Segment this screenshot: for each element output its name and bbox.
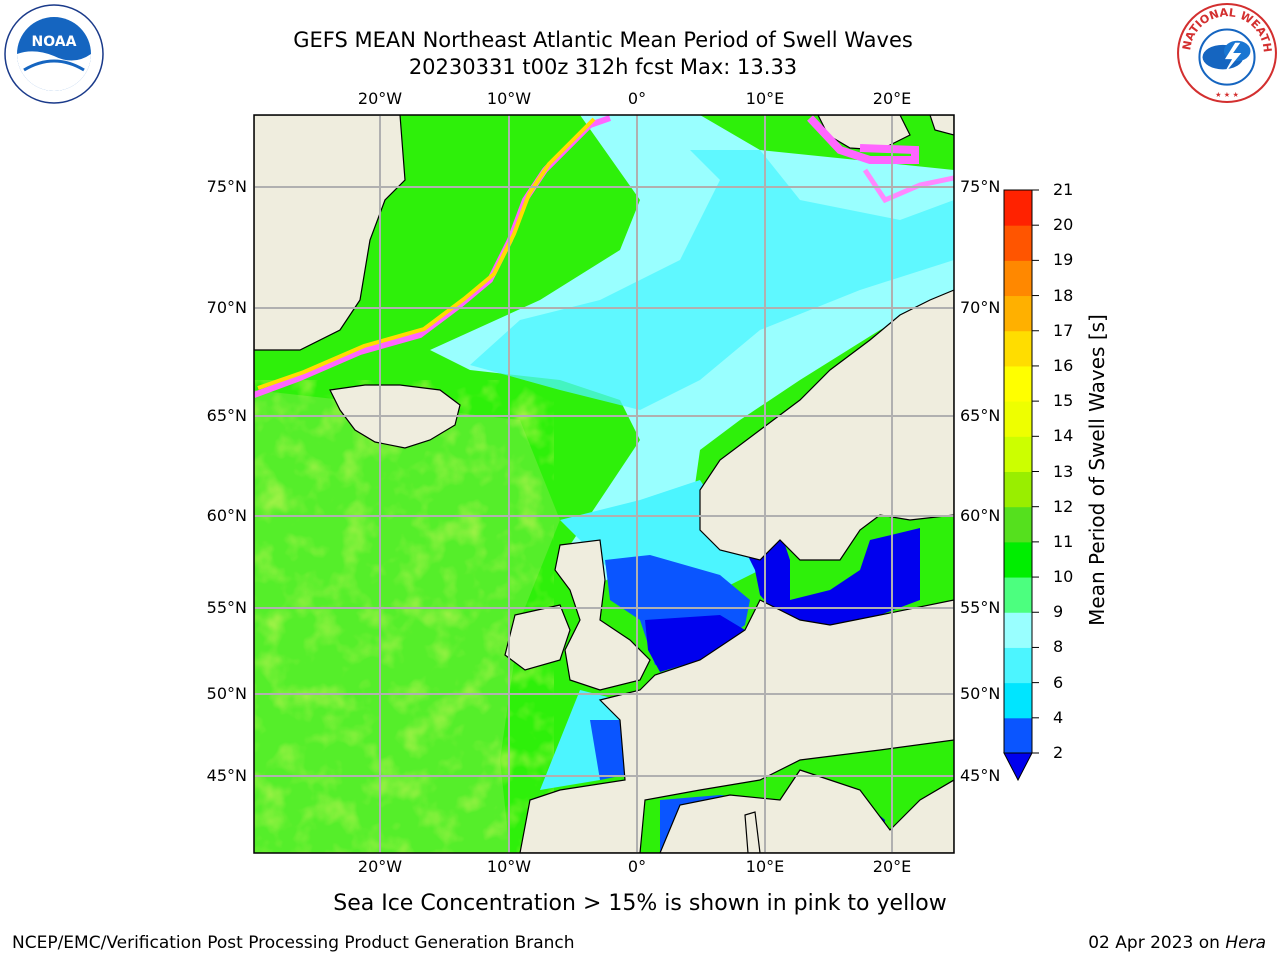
lon-tick-label-top: 10°E bbox=[745, 89, 785, 108]
swell-field-biscay-blue bbox=[590, 720, 625, 780]
map-area bbox=[254, 115, 954, 853]
land-scandinavia bbox=[699, 289, 954, 561]
lat-tick-label-left: 50°N bbox=[206, 684, 247, 703]
colorbar-tick-label: 6 bbox=[1053, 672, 1064, 692]
lat-tick-label-left: 45°N bbox=[206, 766, 247, 785]
graticule bbox=[254, 115, 954, 853]
lat-tick-label-right: 75°N bbox=[960, 177, 1001, 196]
lat-tick-label-right: 65°N bbox=[960, 406, 1001, 425]
colorbar-band bbox=[1004, 577, 1032, 613]
land-ireland bbox=[504, 604, 571, 671]
land-svalbard-east bbox=[929, 115, 954, 136]
colorbar-band bbox=[1004, 190, 1032, 226]
svg-text:NOAA: NOAA bbox=[32, 34, 77, 50]
lat-tick-label-left: 65°N bbox=[206, 406, 247, 425]
colorbar-tick-label: 10 bbox=[1053, 567, 1074, 587]
colorbar-tick-label: 13 bbox=[1053, 461, 1074, 481]
colorbar-tick-label: 21 bbox=[1053, 180, 1074, 199]
colorbar-frame bbox=[1003, 189, 1033, 754]
lon-tick-label-bottom: 0° bbox=[627, 857, 647, 876]
colorbar-tick-label: 16 bbox=[1053, 355, 1074, 375]
lon-tick-label-top: 20°E bbox=[872, 89, 912, 108]
colorbar-band bbox=[1004, 612, 1032, 648]
lat-tick-label-left: 75°N bbox=[206, 177, 247, 196]
lon-tick-label-bottom: 20°W bbox=[357, 857, 403, 876]
colorbar-title: Mean Period of Swell Waves [s] bbox=[1085, 314, 1109, 626]
colorbar-tick-label: 18 bbox=[1053, 285, 1074, 305]
lon-tick-label-bottom: 10°E bbox=[745, 857, 785, 876]
land-corsica bbox=[744, 811, 761, 853]
footer-date: 02 Apr 2023 on Hera bbox=[1088, 933, 1266, 953]
lat-tick-label-right: 45°N bbox=[960, 766, 1001, 785]
colorbar bbox=[1004, 189, 1039, 754]
lon-tick-label-top: 20°W bbox=[357, 89, 403, 108]
colorbar-band bbox=[1004, 436, 1032, 472]
footer-credit: NCEP/EMC/Verification Post Processing Pr… bbox=[12, 933, 575, 953]
footer-machine: Hera bbox=[1225, 933, 1266, 953]
colorbar-tick-label: 2 bbox=[1053, 743, 1064, 762]
lat-tick-label-right: 70°N bbox=[960, 298, 1001, 317]
colorbar-band bbox=[1004, 506, 1032, 543]
colorbar-tick-label: 20 bbox=[1053, 215, 1074, 235]
land-layer bbox=[254, 115, 954, 853]
colorbar-band bbox=[1004, 330, 1032, 367]
lat-tick-label-left: 55°N bbox=[206, 598, 247, 617]
swell-field-cyan bbox=[470, 150, 954, 410]
noaa-logo-icon: NOAA bbox=[4, 4, 104, 104]
colorbar-band bbox=[1004, 295, 1032, 332]
lat-tick-label-left: 70°N bbox=[206, 298, 247, 317]
lat-tick-label-right: 50°N bbox=[960, 684, 1001, 703]
map-frame bbox=[253, 114, 955, 854]
colorbar-band bbox=[1004, 682, 1032, 719]
colorbar-band bbox=[1004, 717, 1032, 754]
colorbar-tick-label: 12 bbox=[1053, 496, 1074, 516]
lon-tick-label-top: 0° bbox=[627, 89, 647, 108]
colorbar-tick-label: 17 bbox=[1053, 320, 1074, 340]
colorbar-under-arrow bbox=[1003, 752, 1033, 782]
colorbar-band bbox=[1004, 647, 1032, 684]
sea-ice-barents bbox=[862, 168, 954, 204]
land-continental-europe bbox=[519, 599, 954, 853]
sea-ice-edge-yellow bbox=[257, 117, 596, 390]
chart-subtitle: 20230331 t00z 312h fcst Max: 13.33 bbox=[408, 55, 798, 79]
land-great-britain bbox=[554, 539, 651, 691]
colorbar-band bbox=[1004, 225, 1032, 261]
lon-tick-label-top: 10°W bbox=[486, 89, 532, 108]
colorbar-tick-label: 9 bbox=[1053, 602, 1064, 622]
colorbar-tick-label: 4 bbox=[1053, 707, 1064, 727]
colorbar-tick-label: 19 bbox=[1053, 250, 1074, 270]
colorbar-band bbox=[1004, 401, 1032, 437]
colorbar-tick-label: 8 bbox=[1053, 637, 1064, 657]
swell-field-channel-dark bbox=[645, 615, 745, 672]
lon-tick-label-bottom: 20°E bbox=[872, 857, 912, 876]
colorbar-tick-label: 11 bbox=[1053, 531, 1074, 551]
colorbar-tick-label: 14 bbox=[1053, 426, 1074, 446]
chart-title: GEFS MEAN Northeast Atlantic Mean Period… bbox=[293, 28, 913, 52]
nws-logo-icon: NATIONAL WEATHER SERVICE ★ ★ ★ bbox=[1176, 2, 1277, 103]
footer-date-text: 02 Apr 2023 on bbox=[1088, 933, 1226, 953]
lat-tick-label-right: 55°N bbox=[960, 598, 1001, 617]
colorbar-tick-label: 15 bbox=[1053, 391, 1074, 411]
colorbar-band bbox=[1004, 541, 1032, 578]
lat-tick-label-left: 60°N bbox=[206, 506, 247, 525]
sea-ice-note: Sea Ice Concentration > 15% is shown in … bbox=[333, 891, 947, 916]
land-greenland bbox=[254, 115, 406, 351]
lat-tick-label-right: 60°N bbox=[960, 506, 1001, 525]
svg-text:★ ★ ★: ★ ★ ★ bbox=[1215, 90, 1239, 99]
swell-field-mottle bbox=[254, 380, 554, 853]
colorbar-band bbox=[1004, 260, 1032, 297]
colorbar-band bbox=[1004, 471, 1032, 508]
colorbar-band bbox=[1004, 365, 1032, 402]
lon-tick-label-bottom: 10°W bbox=[486, 857, 532, 876]
swell-field-baltic bbox=[740, 528, 920, 625]
